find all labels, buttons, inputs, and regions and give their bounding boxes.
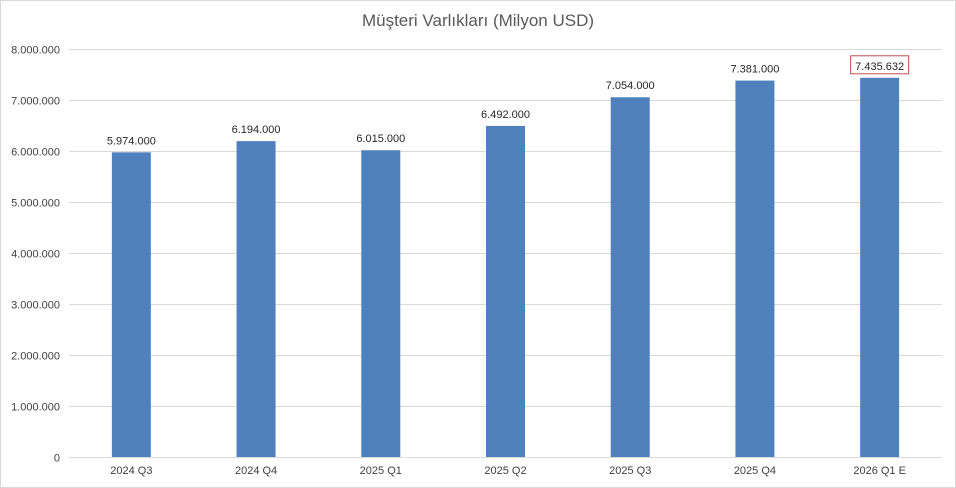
y-tick-label: 4.000.000 <box>11 249 60 261</box>
highlight-box <box>850 55 910 75</box>
data-label: 7.435.632 <box>855 61 904 73</box>
y-tick-label: 2.000.000 <box>11 351 60 363</box>
data-label: 6.492.000 <box>481 109 530 121</box>
bar <box>610 97 650 457</box>
x-tick-label: 2025 Q1 <box>360 465 402 477</box>
bar <box>111 152 151 458</box>
bar <box>735 80 775 457</box>
x-tick-label: 2024 Q3 <box>110 465 152 477</box>
y-tick-label: 6.000.000 <box>11 147 60 159</box>
bar <box>860 77 900 457</box>
data-label: 7.054.000 <box>606 80 655 92</box>
chart-title: Müşteri Varlıkları (Milyon USD) <box>361 11 595 30</box>
x-tick-label: 2025 Q2 <box>484 465 526 477</box>
bar <box>361 150 401 458</box>
y-tick-label: 3.000.000 <box>11 300 60 312</box>
bar <box>486 125 525 458</box>
y-tick-label: 7.000.000 <box>11 96 60 108</box>
x-tick-label: 2024 Q4 <box>235 465 277 477</box>
data-label: 6.015.000 <box>356 133 405 145</box>
bar <box>236 141 276 457</box>
x-tick-label: 2025 Q4 <box>734 465 776 477</box>
y-tick-label: 1.000.000 <box>11 402 60 414</box>
data-label: 5.974.000 <box>107 135 156 147</box>
x-tick-label: 2025 Q3 <box>609 465 651 477</box>
y-tick-label: 5.000.000 <box>11 198 60 210</box>
data-label: 7.381.000 <box>730 64 779 76</box>
data-label: 6.194.000 <box>232 124 281 136</box>
y-tick-label: 0 <box>54 453 60 465</box>
y-tick-label: 8.000.000 <box>11 45 60 57</box>
x-tick-label: 2026 Q1 E <box>853 465 906 477</box>
